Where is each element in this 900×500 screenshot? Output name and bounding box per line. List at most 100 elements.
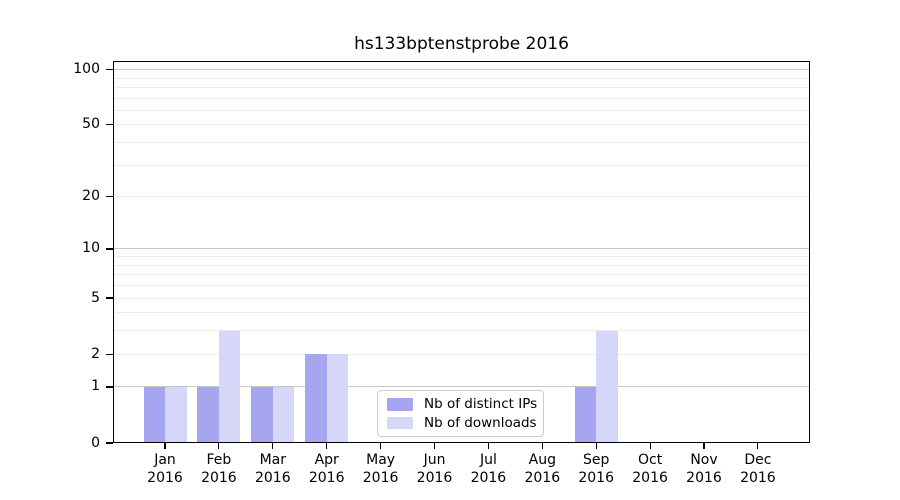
x-tick-label-mar: Mar 2016 xyxy=(241,452,305,487)
legend-label: Nb of downloads xyxy=(424,414,537,431)
x-tick xyxy=(326,443,328,449)
gridline-minor xyxy=(113,77,810,79)
x-tick-label-month: Jun xyxy=(423,452,446,468)
x-tick xyxy=(433,443,436,449)
bar-distinct-ips-jan xyxy=(143,386,165,443)
gridline-minor xyxy=(113,196,810,198)
x-tick-label-month: Mar xyxy=(259,452,286,468)
x-tick xyxy=(164,443,166,449)
gridline-minor xyxy=(113,164,810,166)
x-tick-label-year: 2016 xyxy=(201,469,237,486)
y-tick xyxy=(106,353,113,355)
bar-distinct-ips-apr xyxy=(305,354,327,443)
x-tick xyxy=(541,443,543,449)
bar-downloads-mar xyxy=(272,386,295,443)
x-tick-label-jan: Jan 2016 xyxy=(133,452,197,487)
x-tick-label-year: 2016 xyxy=(308,469,345,486)
gridline-major xyxy=(113,248,810,250)
gridline-minor xyxy=(113,142,810,144)
y-tick xyxy=(106,124,113,126)
bar-downloads-jan xyxy=(165,386,187,443)
legend-swatch-distinct-ips xyxy=(387,398,413,411)
gridline-minor xyxy=(113,297,810,299)
x-tick-label-month: Jul xyxy=(479,452,497,468)
y-tick-label: 2 xyxy=(91,345,100,362)
y-tick xyxy=(106,442,113,444)
bar-distinct-ips-sep xyxy=(574,386,597,443)
legend-swatch-downloads xyxy=(387,416,413,429)
x-tick-label-year: 2016 xyxy=(740,469,776,486)
x-tick-label-month: May xyxy=(366,452,396,468)
x-tick-label-month: Dec xyxy=(744,452,772,468)
x-tick-label-sep: Sep 2016 xyxy=(564,452,628,487)
x-tick-label-year: 2016 xyxy=(524,469,561,486)
x-tick-label-dec: Dec 2016 xyxy=(726,452,790,487)
bar-downloads-feb xyxy=(218,330,241,443)
x-tick-label-aug: Aug 2016 xyxy=(510,452,574,487)
x-tick-label-month: Feb xyxy=(206,452,232,468)
gridline-minor xyxy=(113,264,810,266)
y-tick-label: 1 xyxy=(91,378,100,395)
x-tick-label-month: Sep xyxy=(582,452,610,468)
x-tick-label-month: Oct xyxy=(637,452,663,468)
gridline-minor xyxy=(113,97,810,99)
gridline-minor xyxy=(113,109,810,111)
x-tick xyxy=(218,443,220,449)
y-tick-label: 5 xyxy=(91,289,100,306)
plot-area xyxy=(113,61,810,443)
gridline-minor xyxy=(113,274,810,276)
x-tick-label-year: 2016 xyxy=(147,469,183,486)
y-tick xyxy=(106,196,113,198)
y-tick xyxy=(106,386,113,388)
legend: Nb of distinct IPs Nb of downloads xyxy=(377,390,544,437)
x-tick-label-month: Aug xyxy=(528,452,556,468)
bar-distinct-ips-mar xyxy=(251,386,273,443)
y-tick-label: 10 xyxy=(82,240,100,257)
x-tick-label-year: 2016 xyxy=(632,469,668,486)
x-tick xyxy=(757,443,759,449)
x-tick xyxy=(595,443,597,449)
y-tick-label: 20 xyxy=(82,188,100,205)
x-tick xyxy=(703,443,705,449)
gridline-minor xyxy=(113,330,810,332)
legend-entry: Nb of downloads xyxy=(387,414,537,433)
y-tick-label: 100 xyxy=(73,61,100,78)
gridline-major xyxy=(113,69,810,71)
gridline-minor xyxy=(113,256,810,258)
x-tick-label-jun: Jun 2016 xyxy=(403,452,467,487)
y-tick-label: 50 xyxy=(82,116,100,133)
x-tick-label-oct: Oct 2016 xyxy=(618,452,682,487)
y-tick-label: 0 xyxy=(91,434,100,451)
gridline-minor xyxy=(113,86,810,88)
x-tick-label-year: 2016 xyxy=(470,469,507,486)
x-tick-label-nov: Nov 2016 xyxy=(672,452,736,487)
x-tick-label-feb: Feb 2016 xyxy=(187,452,251,487)
y-tick xyxy=(106,248,113,250)
x-tick-label-year: 2016 xyxy=(416,469,453,486)
y-tick xyxy=(106,297,113,299)
x-tick-label-may: May 2016 xyxy=(349,452,413,487)
x-tick-label-apr: Apr 2016 xyxy=(295,452,359,487)
x-tick-label-year: 2016 xyxy=(254,469,291,486)
y-tick xyxy=(106,68,113,71)
gridline-minor xyxy=(113,124,810,126)
legend-label: Nb of distinct IPs xyxy=(424,396,538,413)
x-tick-label-year: 2016 xyxy=(686,469,722,486)
gridline-minor xyxy=(113,285,810,287)
gridline-minor xyxy=(113,312,810,314)
x-tick xyxy=(380,443,382,449)
x-tick-label-month: Nov xyxy=(690,452,718,468)
gridline-major xyxy=(113,386,810,388)
x-tick xyxy=(487,443,489,449)
bar-downloads-apr xyxy=(326,354,349,443)
gridline-minor xyxy=(113,353,810,355)
x-tick-label-month: Apr xyxy=(314,452,339,468)
bar-distinct-ips-feb xyxy=(197,386,219,443)
x-tick-label-jul: Jul 2016 xyxy=(456,452,520,487)
x-tick xyxy=(649,443,651,449)
x-tick xyxy=(272,443,274,449)
chart-title: hs133bptenstprobe 2016 xyxy=(354,34,569,54)
x-tick-label-year: 2016 xyxy=(362,469,399,486)
x-tick-label-year: 2016 xyxy=(578,469,614,486)
